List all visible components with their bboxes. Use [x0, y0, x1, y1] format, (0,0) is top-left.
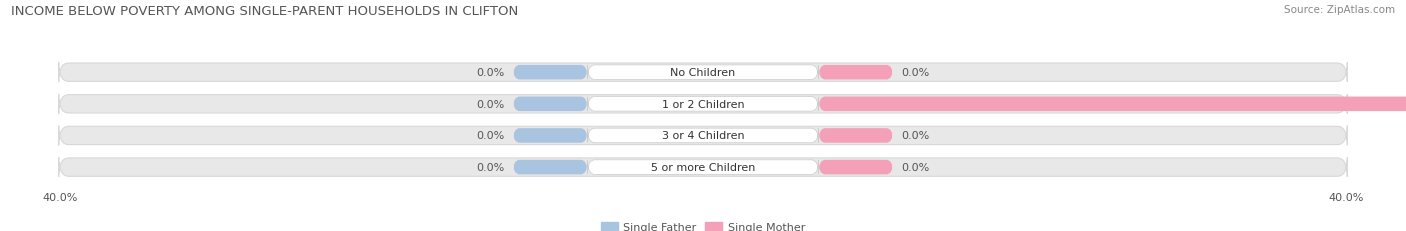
FancyBboxPatch shape [818, 66, 893, 80]
Text: Source: ZipAtlas.com: Source: ZipAtlas.com [1284, 5, 1395, 15]
Text: 0.0%: 0.0% [901, 68, 929, 78]
FancyBboxPatch shape [59, 95, 1347, 114]
FancyBboxPatch shape [818, 160, 893, 175]
Text: 0.0%: 0.0% [477, 99, 505, 109]
Text: 3 or 4 Children: 3 or 4 Children [662, 131, 744, 141]
FancyBboxPatch shape [513, 160, 588, 175]
FancyBboxPatch shape [588, 160, 818, 175]
Text: INCOME BELOW POVERTY AMONG SINGLE-PARENT HOUSEHOLDS IN CLIFTON: INCOME BELOW POVERTY AMONG SINGLE-PARENT… [11, 5, 519, 18]
FancyBboxPatch shape [513, 97, 588, 112]
FancyBboxPatch shape [818, 97, 1406, 112]
FancyBboxPatch shape [59, 158, 1347, 177]
Text: 40.0%: 40.0% [42, 192, 77, 202]
Text: 0.0%: 0.0% [901, 162, 929, 172]
FancyBboxPatch shape [588, 129, 818, 143]
FancyBboxPatch shape [818, 129, 893, 143]
FancyBboxPatch shape [588, 97, 818, 112]
Text: 5 or more Children: 5 or more Children [651, 162, 755, 172]
FancyBboxPatch shape [588, 66, 818, 80]
Text: 0.0%: 0.0% [477, 131, 505, 141]
Text: 1 or 2 Children: 1 or 2 Children [662, 99, 744, 109]
FancyBboxPatch shape [59, 126, 1347, 146]
Legend: Single Father, Single Mother: Single Father, Single Mother [600, 222, 806, 231]
FancyBboxPatch shape [59, 63, 1347, 83]
Text: No Children: No Children [671, 68, 735, 78]
Text: 40.0%: 40.0% [1329, 192, 1364, 202]
FancyBboxPatch shape [513, 129, 588, 143]
FancyBboxPatch shape [513, 66, 588, 80]
Text: 0.0%: 0.0% [477, 68, 505, 78]
Text: 0.0%: 0.0% [901, 131, 929, 141]
Text: 0.0%: 0.0% [477, 162, 505, 172]
